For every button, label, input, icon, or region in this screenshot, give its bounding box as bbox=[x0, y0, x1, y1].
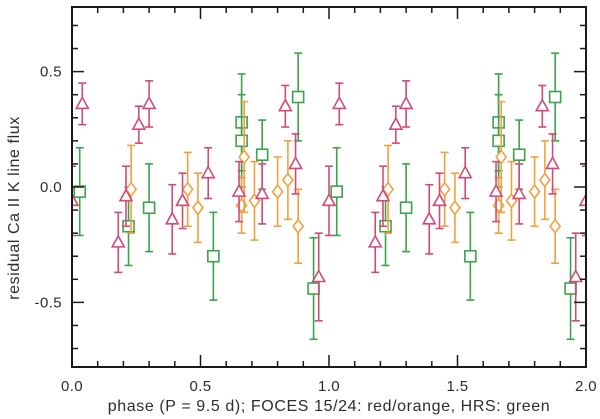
diamond-marker bbox=[271, 183, 284, 200]
diamond-marker bbox=[191, 199, 204, 216]
triangle-marker bbox=[277, 98, 293, 112]
triangle-marker bbox=[288, 155, 303, 170]
triangle-marker bbox=[74, 95, 90, 110]
triangle-marker bbox=[118, 188, 134, 202]
square-marker bbox=[291, 90, 305, 104]
square-marker bbox=[255, 148, 269, 161]
square-marker bbox=[330, 185, 344, 198]
triangle-marker bbox=[331, 95, 347, 110]
triangle-marker bbox=[568, 268, 584, 283]
series-foces-15 bbox=[56, 80, 586, 322]
triangle-marker bbox=[488, 183, 504, 197]
triangle-marker bbox=[421, 211, 437, 225]
square-marker bbox=[548, 90, 562, 104]
triangle-marker bbox=[578, 192, 586, 207]
triangle-marker bbox=[164, 211, 180, 225]
triangle-marker bbox=[254, 185, 270, 200]
tick-labels: 0.0 0.5 1.0 1.5 2.0 -0.5 0.0 0.5 bbox=[35, 64, 597, 395]
diamond-marker bbox=[549, 218, 562, 235]
diamond-marker bbox=[538, 172, 551, 188]
triangle-marker bbox=[72, 192, 80, 207]
x-tick-label: 1.5 bbox=[446, 378, 468, 395]
diamond-marker bbox=[448, 199, 461, 216]
square-marker bbox=[512, 148, 526, 161]
triangle-marker bbox=[231, 183, 247, 197]
triangle-marker bbox=[175, 192, 190, 207]
diamond-marker bbox=[528, 183, 541, 200]
x-tick-label: 2.0 bbox=[575, 378, 597, 395]
triangle-marker bbox=[398, 95, 414, 110]
data-layer bbox=[56, 52, 586, 341]
square-marker bbox=[307, 282, 320, 295]
triangle-marker bbox=[545, 155, 560, 170]
diamond-marker bbox=[281, 172, 294, 188]
diamond-marker bbox=[495, 149, 508, 165]
triangle-marker bbox=[534, 98, 550, 112]
square-marker bbox=[73, 185, 87, 198]
x-axis-title: phase (P = 9.5 d); FOCES 15/24: red/oran… bbox=[108, 398, 551, 415]
y-axis-title: residual Ca II K line flux bbox=[6, 116, 23, 300]
diamond-marker bbox=[125, 181, 138, 198]
triangle-marker bbox=[375, 188, 391, 202]
diamond-marker bbox=[292, 218, 305, 235]
series-foces-24 bbox=[125, 100, 562, 264]
triangle-marker bbox=[141, 95, 157, 110]
triangle-marker bbox=[388, 116, 404, 130]
triangle-marker bbox=[511, 185, 527, 200]
triangle-marker bbox=[311, 268, 327, 283]
diamond-marker bbox=[382, 181, 395, 198]
x-tick-label: 0.5 bbox=[189, 378, 211, 395]
square-marker bbox=[207, 249, 220, 263]
square-marker bbox=[464, 249, 477, 263]
x-tick-label: 0.0 bbox=[61, 378, 83, 395]
diamond-marker bbox=[438, 181, 451, 198]
triangle-marker bbox=[56, 271, 68, 282]
triangle-marker bbox=[131, 116, 147, 130]
diamond-marker bbox=[238, 149, 251, 165]
triangle-marker bbox=[321, 192, 337, 207]
y-tick-label: 0.0 bbox=[40, 179, 62, 196]
triangle-marker bbox=[367, 234, 383, 248]
triangle-marker bbox=[457, 164, 473, 179]
triangle-marker bbox=[200, 164, 216, 179]
y-tick-label: -0.5 bbox=[35, 294, 62, 311]
triangle-marker bbox=[110, 234, 126, 248]
square-marker bbox=[235, 134, 248, 148]
diamond-marker bbox=[492, 197, 505, 214]
plot-frame bbox=[71, 6, 587, 368]
square-marker bbox=[564, 282, 577, 295]
diamond-marker bbox=[235, 197, 248, 214]
square-marker bbox=[399, 201, 413, 215]
diamond-marker bbox=[181, 181, 194, 198]
y-tick-label: 0.5 bbox=[40, 64, 62, 81]
triangle-marker bbox=[432, 192, 447, 207]
square-marker bbox=[142, 201, 156, 215]
square-marker bbox=[492, 134, 505, 148]
x-tick-label: 1.0 bbox=[318, 378, 340, 395]
